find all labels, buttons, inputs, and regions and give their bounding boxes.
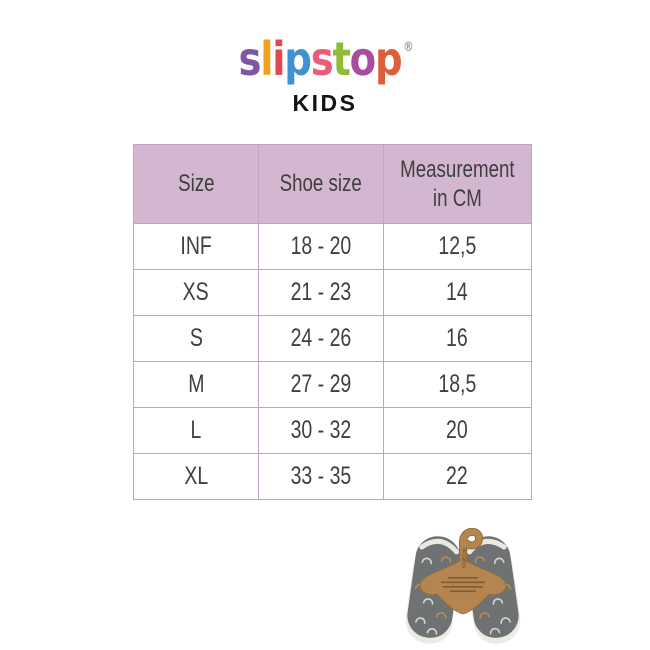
cell-size: XS xyxy=(133,269,259,316)
table-row-s: S 24 - 26 16 xyxy=(133,315,532,362)
product-photo: slipstop xyxy=(405,527,521,644)
table-row-xs: XS 21 - 23 14 xyxy=(133,269,532,316)
logo-letter-t: t xyxy=(332,32,350,86)
shoe-size-value: 24 - 26 xyxy=(290,324,352,353)
size-chart-header-row: Size Shoe size Measurement in CM xyxy=(133,144,532,224)
cell-shoe-size: 21 - 23 xyxy=(258,269,384,316)
header-measurement-label: Measurement in CM xyxy=(400,155,515,212)
logo-letter-p2: p xyxy=(374,32,403,86)
header-measurement: Measurement in CM xyxy=(383,144,532,224)
cell-shoe-size: 27 - 29 xyxy=(258,361,384,408)
shoe-size-value: 33 - 35 xyxy=(290,462,352,491)
registered-mark-icon: ® xyxy=(402,40,414,55)
logo-letter-p1: p xyxy=(283,32,312,86)
hanger: slipstop xyxy=(419,527,507,615)
brand-logo: slipstop ® xyxy=(0,36,650,82)
logo-letter-o: o xyxy=(349,32,376,86)
hanger-hook xyxy=(460,528,482,567)
cell-shoe-size: 30 - 32 xyxy=(258,407,384,454)
measurement-value: 22 xyxy=(446,462,469,491)
hanger-print-lines xyxy=(441,577,485,593)
size-value: M xyxy=(187,370,205,399)
cell-measurement: 12,5 xyxy=(383,223,532,270)
shoe-size-value: 27 - 29 xyxy=(290,370,352,399)
table-row-l: L 30 - 32 20 xyxy=(133,407,532,454)
cell-measurement: 20 xyxy=(383,407,532,454)
header-size: Size xyxy=(133,144,259,224)
measurement-value: 12,5 xyxy=(438,232,477,261)
brand-subtitle: KIDS xyxy=(292,90,358,116)
logo-letter-s2: s xyxy=(310,32,333,86)
measurement-value: 16 xyxy=(446,324,469,353)
size-value: INF xyxy=(180,232,212,261)
logo-letter-s1: s xyxy=(238,32,261,86)
cell-size: S xyxy=(133,315,259,362)
size-chart-table: Size Shoe size Measurement in CM INF 18 … xyxy=(133,144,532,500)
table-row-xl: XL 33 - 35 22 xyxy=(133,453,532,500)
logo-letter-i: i xyxy=(271,32,285,86)
measurement-value: 18,5 xyxy=(438,370,477,399)
left-shoe-pattern xyxy=(414,556,452,635)
cell-size: XL xyxy=(133,453,259,500)
measurement-value: 20 xyxy=(446,416,469,445)
shoe-size-value: 30 - 32 xyxy=(290,416,352,445)
measurement-value: 14 xyxy=(446,278,469,307)
size-value: XL xyxy=(184,462,208,491)
table-row-inf: INF 18 - 20 12,5 xyxy=(133,223,532,270)
table-row-m: M 27 - 29 18,5 xyxy=(133,361,532,408)
logo-letter-l: l xyxy=(259,32,273,86)
header-shoe-size: Shoe size xyxy=(258,144,384,224)
size-value: L xyxy=(190,416,202,445)
cell-size: INF xyxy=(133,223,259,270)
size-value: XS xyxy=(182,278,210,307)
cell-shoe-size: 24 - 26 xyxy=(258,315,384,362)
size-value: S xyxy=(189,324,203,353)
cell-size: M xyxy=(133,361,259,408)
brand-logo-letters: slipstop ® xyxy=(238,36,414,82)
shoe-size-value: 18 - 20 xyxy=(290,232,352,261)
cell-measurement: 14 xyxy=(383,269,532,316)
header-shoe-size-label: Shoe size xyxy=(279,170,363,198)
left-shoe-heel-trim xyxy=(419,538,460,555)
cell-measurement: 18,5 xyxy=(383,361,532,408)
hanger-brand-text: slipstop xyxy=(462,548,468,568)
header-size-label: Size xyxy=(177,170,215,198)
cell-size: L xyxy=(133,407,259,454)
shoe-size-value: 21 - 23 xyxy=(290,278,352,307)
cell-shoe-size: 18 - 20 xyxy=(258,223,384,270)
cell-measurement: 22 xyxy=(383,453,532,500)
cell-shoe-size: 33 - 35 xyxy=(258,453,384,500)
cell-measurement: 16 xyxy=(383,315,532,362)
